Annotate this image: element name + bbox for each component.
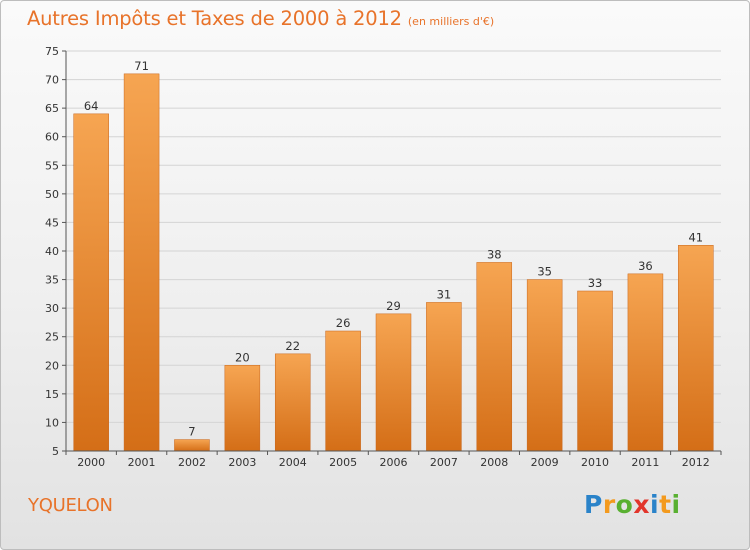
- logo-letter: r: [602, 490, 616, 519]
- x-tick-label: 2003: [228, 456, 256, 469]
- logo-letter: P: [584, 490, 603, 519]
- x-tick-label: 2011: [631, 456, 659, 469]
- bar: [73, 113, 109, 452]
- y-tick-label: 25: [45, 331, 59, 344]
- bar-value-label: 26: [336, 316, 351, 330]
- x-tick-label: 2007: [430, 456, 458, 469]
- bar-value-label: 7: [188, 425, 195, 439]
- logo-letter: x: [633, 490, 650, 519]
- y-tick-label: 60: [45, 131, 59, 144]
- bar: [375, 313, 412, 452]
- bar-value-label: 20: [235, 350, 250, 364]
- y-tick-label: 35: [45, 274, 59, 287]
- axes: [62, 50, 722, 455]
- y-tick-label: 10: [45, 416, 59, 429]
- bar: [526, 279, 563, 452]
- y-tick-label: 45: [45, 216, 59, 229]
- logo-letter: i: [671, 490, 681, 519]
- x-tick-label: 2001: [128, 456, 156, 469]
- bar-value-label: 41: [688, 230, 703, 244]
- bar: [627, 273, 664, 452]
- bar-value-label: 33: [588, 276, 603, 290]
- chart-title: Autres Impôts et Taxes de 2000 à 2012: [27, 7, 402, 30]
- x-tick-label: 2008: [480, 456, 508, 469]
- title-row: Autres Impôts et Taxes de 2000 à 2012 (en…: [27, 7, 494, 30]
- y-tick-label: 30: [45, 302, 59, 315]
- bar: [174, 439, 210, 452]
- y-tick-label: 65: [45, 102, 59, 115]
- bar-value-label: 29: [386, 299, 401, 313]
- logo-letter: o: [615, 490, 634, 519]
- bar-value-label: 64: [84, 99, 99, 113]
- bar: [325, 330, 361, 452]
- bar: [274, 353, 311, 452]
- commune-name: YQUELON: [28, 495, 113, 516]
- bar: [426, 302, 462, 452]
- y-tick-label: 70: [45, 74, 59, 87]
- logo-letter: i: [650, 490, 660, 519]
- bar-value-label: 31: [437, 287, 452, 301]
- logo-letter: t: [659, 490, 672, 519]
- y-tick-label: 50: [45, 188, 59, 201]
- bar-value-label: 36: [638, 259, 653, 273]
- y-tick-label: 55: [45, 159, 59, 172]
- bar: [123, 73, 160, 452]
- x-tick-label: 2002: [178, 456, 206, 469]
- bar-value-label: 38: [487, 247, 502, 261]
- bar-value-label: 35: [537, 265, 552, 279]
- labels: 5 10 15 20 25 30 35 40 45 50 55 60 65 70 75 64 2000 71 200…: [45, 45, 710, 469]
- y-tick-label: 20: [45, 359, 59, 372]
- bars: [73, 73, 714, 452]
- bar: [476, 262, 513, 452]
- y-tick-label: 40: [45, 245, 59, 258]
- proxiti-logo: Proxiti: [584, 490, 681, 519]
- x-tick-label: 2006: [380, 456, 408, 469]
- bar: [577, 290, 613, 452]
- x-tick-label: 2010: [581, 456, 609, 469]
- bar: [224, 365, 261, 452]
- x-tick-label: 2005: [329, 456, 357, 469]
- x-tick-label: 2012: [682, 456, 710, 469]
- x-tick-label: 2004: [279, 456, 307, 469]
- chart-unit: (en milliers d'€): [407, 15, 495, 28]
- x-tick-label: 2000: [77, 456, 105, 469]
- y-tick-label: 15: [45, 388, 59, 401]
- y-tick-label: 75: [45, 45, 59, 58]
- y-tick-label: 5: [52, 445, 59, 458]
- bar-value-label: 22: [285, 339, 300, 353]
- bar: [678, 245, 714, 452]
- bar-value-label: 71: [134, 59, 149, 73]
- x-tick-label: 2009: [531, 456, 559, 469]
